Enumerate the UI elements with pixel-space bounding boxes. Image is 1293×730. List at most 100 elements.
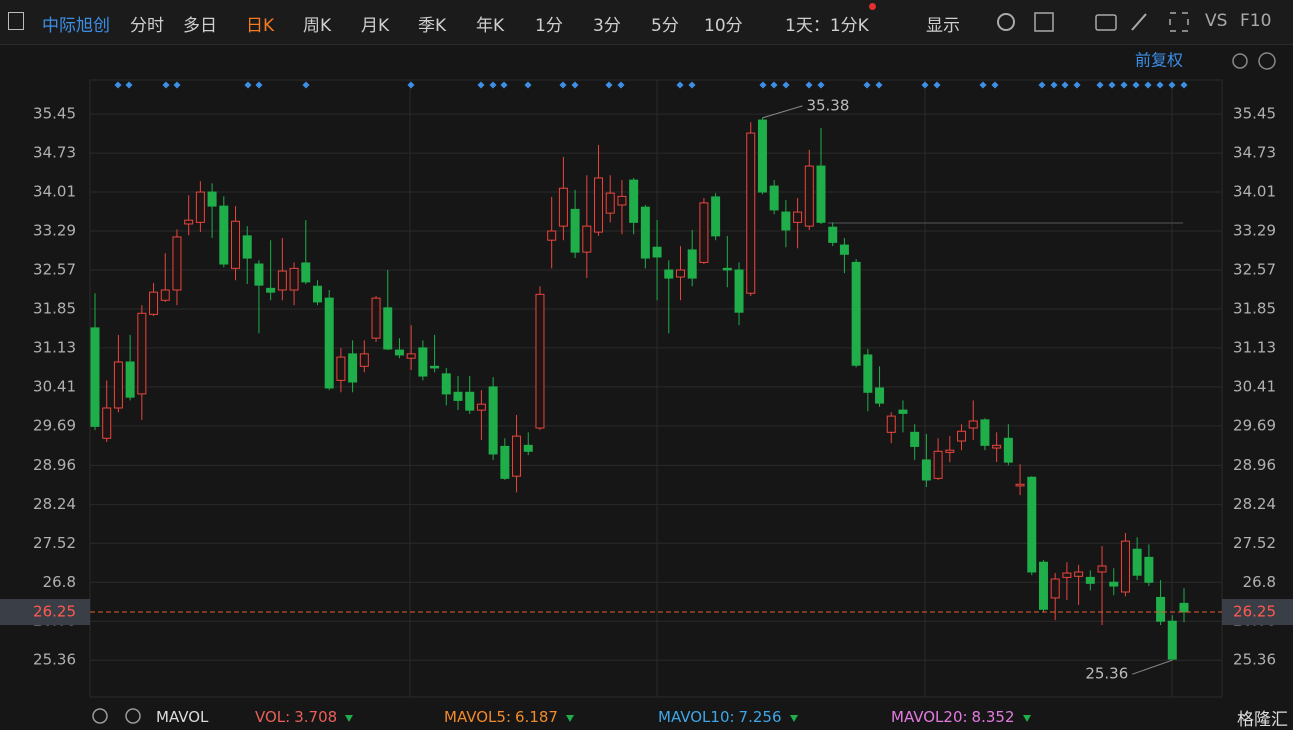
candle-body (371, 297, 381, 339)
candle-body (781, 211, 791, 231)
candle-body (699, 202, 709, 263)
candle-body (980, 419, 990, 446)
period-tab[interactable]: 5分 (651, 16, 679, 36)
y-tick-label-right: 34.73 (1233, 144, 1276, 162)
candle-body (828, 226, 838, 243)
period-tab[interactable]: 10分 (704, 16, 743, 36)
candle-body (793, 211, 803, 223)
candle-body (1062, 572, 1072, 578)
y-tick-label-right: 28.96 (1233, 456, 1276, 474)
reset[interactable] (1232, 53, 1248, 69)
candle-body (172, 236, 182, 291)
candle-body (1167, 620, 1177, 660)
period-tab[interactable]: 多日 (183, 16, 217, 36)
candle-body (359, 353, 369, 367)
candle-body (605, 192, 615, 214)
indicator-item: VOL: 3.708 (255, 708, 354, 726)
candle-body (465, 391, 475, 411)
chart: 前复权 25.3625.3626.0826.0826.826.827.5227.… (0, 51, 1293, 698)
period-tab[interactable]: 1分 (535, 16, 563, 36)
min-label: 25.36 (1085, 665, 1128, 683)
candle-body (149, 291, 159, 315)
candle-body (1179, 602, 1189, 613)
max-pointer (762, 105, 803, 119)
event-marker (605, 81, 613, 89)
event-marker (817, 81, 825, 89)
indicator-name[interactable]: MAVOL (156, 708, 209, 726)
adjust-label[interactable]: 前复权 (1135, 51, 1183, 70)
indicator-item: MAVOL5: 6.187 (444, 708, 574, 726)
indicator-value: 3.708 (294, 708, 338, 726)
candle-body (746, 132, 756, 294)
candle-body (875, 387, 885, 404)
candle-body (277, 270, 287, 291)
indicator-item: MAVOL20: 8.352 (891, 708, 1031, 726)
candle-body (348, 353, 358, 383)
event-marker (244, 81, 252, 89)
period-select[interactable]: 1天：1分K (785, 16, 869, 36)
candle-body (652, 246, 662, 258)
fullscreen-icon[interactable] (1169, 12, 1189, 32)
candle-body (1156, 596, 1166, 622)
indicator-close[interactable] (125, 708, 141, 724)
candle-body (1003, 437, 1013, 463)
candle-body (102, 407, 112, 439)
candle-body (219, 205, 229, 265)
ticker[interactable]: 中际旭创 (42, 16, 110, 36)
period-tab[interactable]: 月K (361, 16, 390, 36)
y-tick-label-right: 27.52 (1233, 534, 1276, 552)
candle-body (898, 409, 908, 414)
y-tick-label: 32.57 (33, 260, 76, 278)
period-tab[interactable]: 分时 (130, 16, 164, 36)
event-marker (173, 81, 181, 89)
candle-body (184, 219, 194, 225)
period-tab[interactable]: 周K (303, 16, 332, 36)
event-marker (407, 81, 415, 89)
camera-icon[interactable] (1095, 14, 1117, 31)
period-tab[interactable]: 3分 (593, 16, 621, 36)
checkbox-icon[interactable] (1034, 12, 1054, 32)
candle-body (722, 267, 732, 271)
indicator-label: MAVOL10: (658, 708, 735, 726)
pen-icon[interactable] (1131, 13, 1147, 31)
event-marker (489, 81, 497, 89)
event-marker (500, 81, 508, 89)
candle-body (863, 354, 873, 393)
event-marker (805, 81, 813, 89)
y-tick-label: 27.52 (33, 534, 76, 552)
event-marker (255, 81, 263, 89)
indicator-settings[interactable] (92, 708, 108, 724)
candle-body (301, 262, 311, 283)
y-tick-label-right: 26.8 (1243, 573, 1276, 591)
event-marker (617, 81, 625, 89)
toolbar: 中际旭创 1天：1分K 显示 VS F10 分时 多日 日K 周K 月K 季K 年K 1分 3分… (0, 0, 1293, 45)
y-tick-label-right: 32.57 (1233, 260, 1276, 278)
period-tab[interactable]: 季K (418, 16, 447, 36)
sidebar-toggle[interactable] (8, 12, 24, 30)
event-marker (676, 81, 684, 89)
y-tick-label: 34.01 (33, 183, 76, 201)
display-menu[interactable]: 显示 (926, 16, 960, 36)
event-marker (991, 81, 999, 89)
zoom-out[interactable] (1258, 52, 1276, 70)
candle-body (1144, 556, 1154, 583)
y-tick-label-right: 29.69 (1233, 416, 1276, 434)
period-tab[interactable]: 日K (246, 16, 275, 36)
candle-body (512, 435, 522, 477)
candle-body (664, 269, 674, 279)
candle-body (1050, 578, 1060, 599)
event-marker (688, 81, 696, 89)
f10-button[interactable]: F10 (1240, 11, 1272, 31)
candle-body (535, 293, 545, 429)
indicator-bar: MAVOL 格隆汇 VOL: 3.708 MAVOL5: 6.187 MAVOL10: 7… (0, 700, 1293, 730)
candle-body (441, 373, 451, 395)
vs-button[interactable]: VS (1205, 11, 1228, 31)
candle-body (839, 244, 849, 255)
period-tab[interactable]: 年K (476, 16, 505, 36)
candle-body (933, 450, 943, 479)
candle-body (430, 365, 440, 369)
y-tick-label: 35.45 (33, 105, 76, 123)
candle-body (254, 263, 264, 286)
settings-icon[interactable] (997, 13, 1015, 31)
